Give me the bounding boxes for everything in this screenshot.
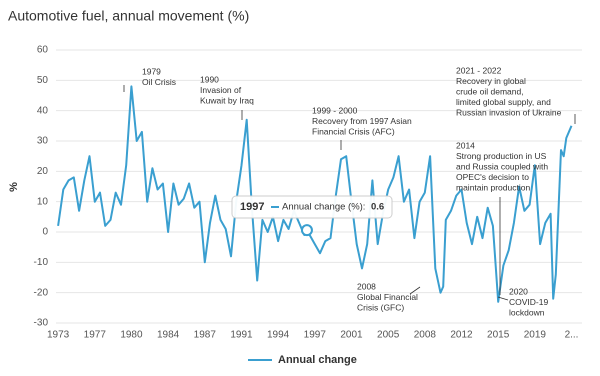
x-tick-label: 2019 [524,330,547,341]
annotation-text: Invasion of [200,85,242,95]
annotation-text: and Russia coupled with [456,161,548,171]
annotation-text: Recovery from 1997 Asian [312,116,412,126]
x-tick-label: 1991 [230,330,253,341]
annotation-text: 1999 - 2000 [312,105,358,115]
annotation-text: Crisis (GFC) [357,302,404,312]
annotation-leader [497,296,509,301]
hover-point [300,224,313,237]
y-tick-label: 50 [37,75,49,86]
y-tick-label: 20 [37,166,49,177]
annotation-text: Strong production in US [456,151,547,161]
x-tick-label: 2001 [340,330,363,341]
x-tick-label: 1980 [120,330,143,341]
y-tick-label: 10 [37,196,49,207]
annotation-text: Global Financial [357,292,418,302]
annotation-text: Kuwait by Iraq [200,95,254,105]
x-tick-label: 1994 [267,330,290,341]
x-tick-label: 2015 [487,330,510,341]
x-tick-label: 1973 [47,330,70,341]
annotation-text: OPEC's decision to [456,172,529,182]
annotation-text: Oil Crisis [142,77,176,87]
annotation-text: 1990 [200,74,219,84]
annotation-text: COVID-19 [509,297,548,307]
x-tick-label: 2005 [377,330,400,341]
annotation-text: Financial Crisis (AFC) [312,126,395,136]
x-tick-label: 2... [565,330,579,341]
x-tick-label: 1977 [84,330,107,341]
annotation-text: limited global supply, and [456,97,551,107]
x-tick-label: 2012 [450,330,473,341]
annotation-text: 2008 [357,281,376,291]
annotation-text: Recovery in global [456,76,526,86]
chart-title: Automotive fuel, annual movement (%) [8,8,249,24]
x-tick-label: 1984 [157,330,180,341]
annotation-text: 2020 [509,286,528,296]
y-tick-label: 30 [37,136,49,147]
y-tick-label: 40 [37,105,49,116]
x-tick-label: 1987 [194,330,217,341]
y-tick-label: 0 [42,227,48,238]
annotation-text: maintain production [456,182,530,192]
tooltip-box [231,195,393,219]
y-tick-label: 60 [37,45,49,56]
line-series [57,85,573,303]
y-axis-label: % [8,182,20,192]
y-tick-label: -20 [34,287,49,298]
tooltip-title: 1997 [240,201,264,213]
annotation-text: lockdown [509,307,545,317]
annotation-leader [409,286,421,295]
annotation-text: 2014 [456,140,475,150]
y-tick-label: -10 [34,257,49,268]
tooltip-label: Annual change (%): [282,202,365,213]
x-tick-label: 2008 [414,330,437,341]
annotation-text: crude oil demand, [456,86,524,96]
x-tick-label: 1997 [304,330,327,341]
y-tick-label: -30 [34,318,49,329]
tooltip-value: 0.6 [371,202,384,213]
annotation-text: Russian invasion of Ukraine [456,107,562,117]
annotation-text: 1979 [142,66,161,76]
legend-label: Annual change [278,354,357,366]
annotation-text: 2021 - 2022 [456,65,502,75]
